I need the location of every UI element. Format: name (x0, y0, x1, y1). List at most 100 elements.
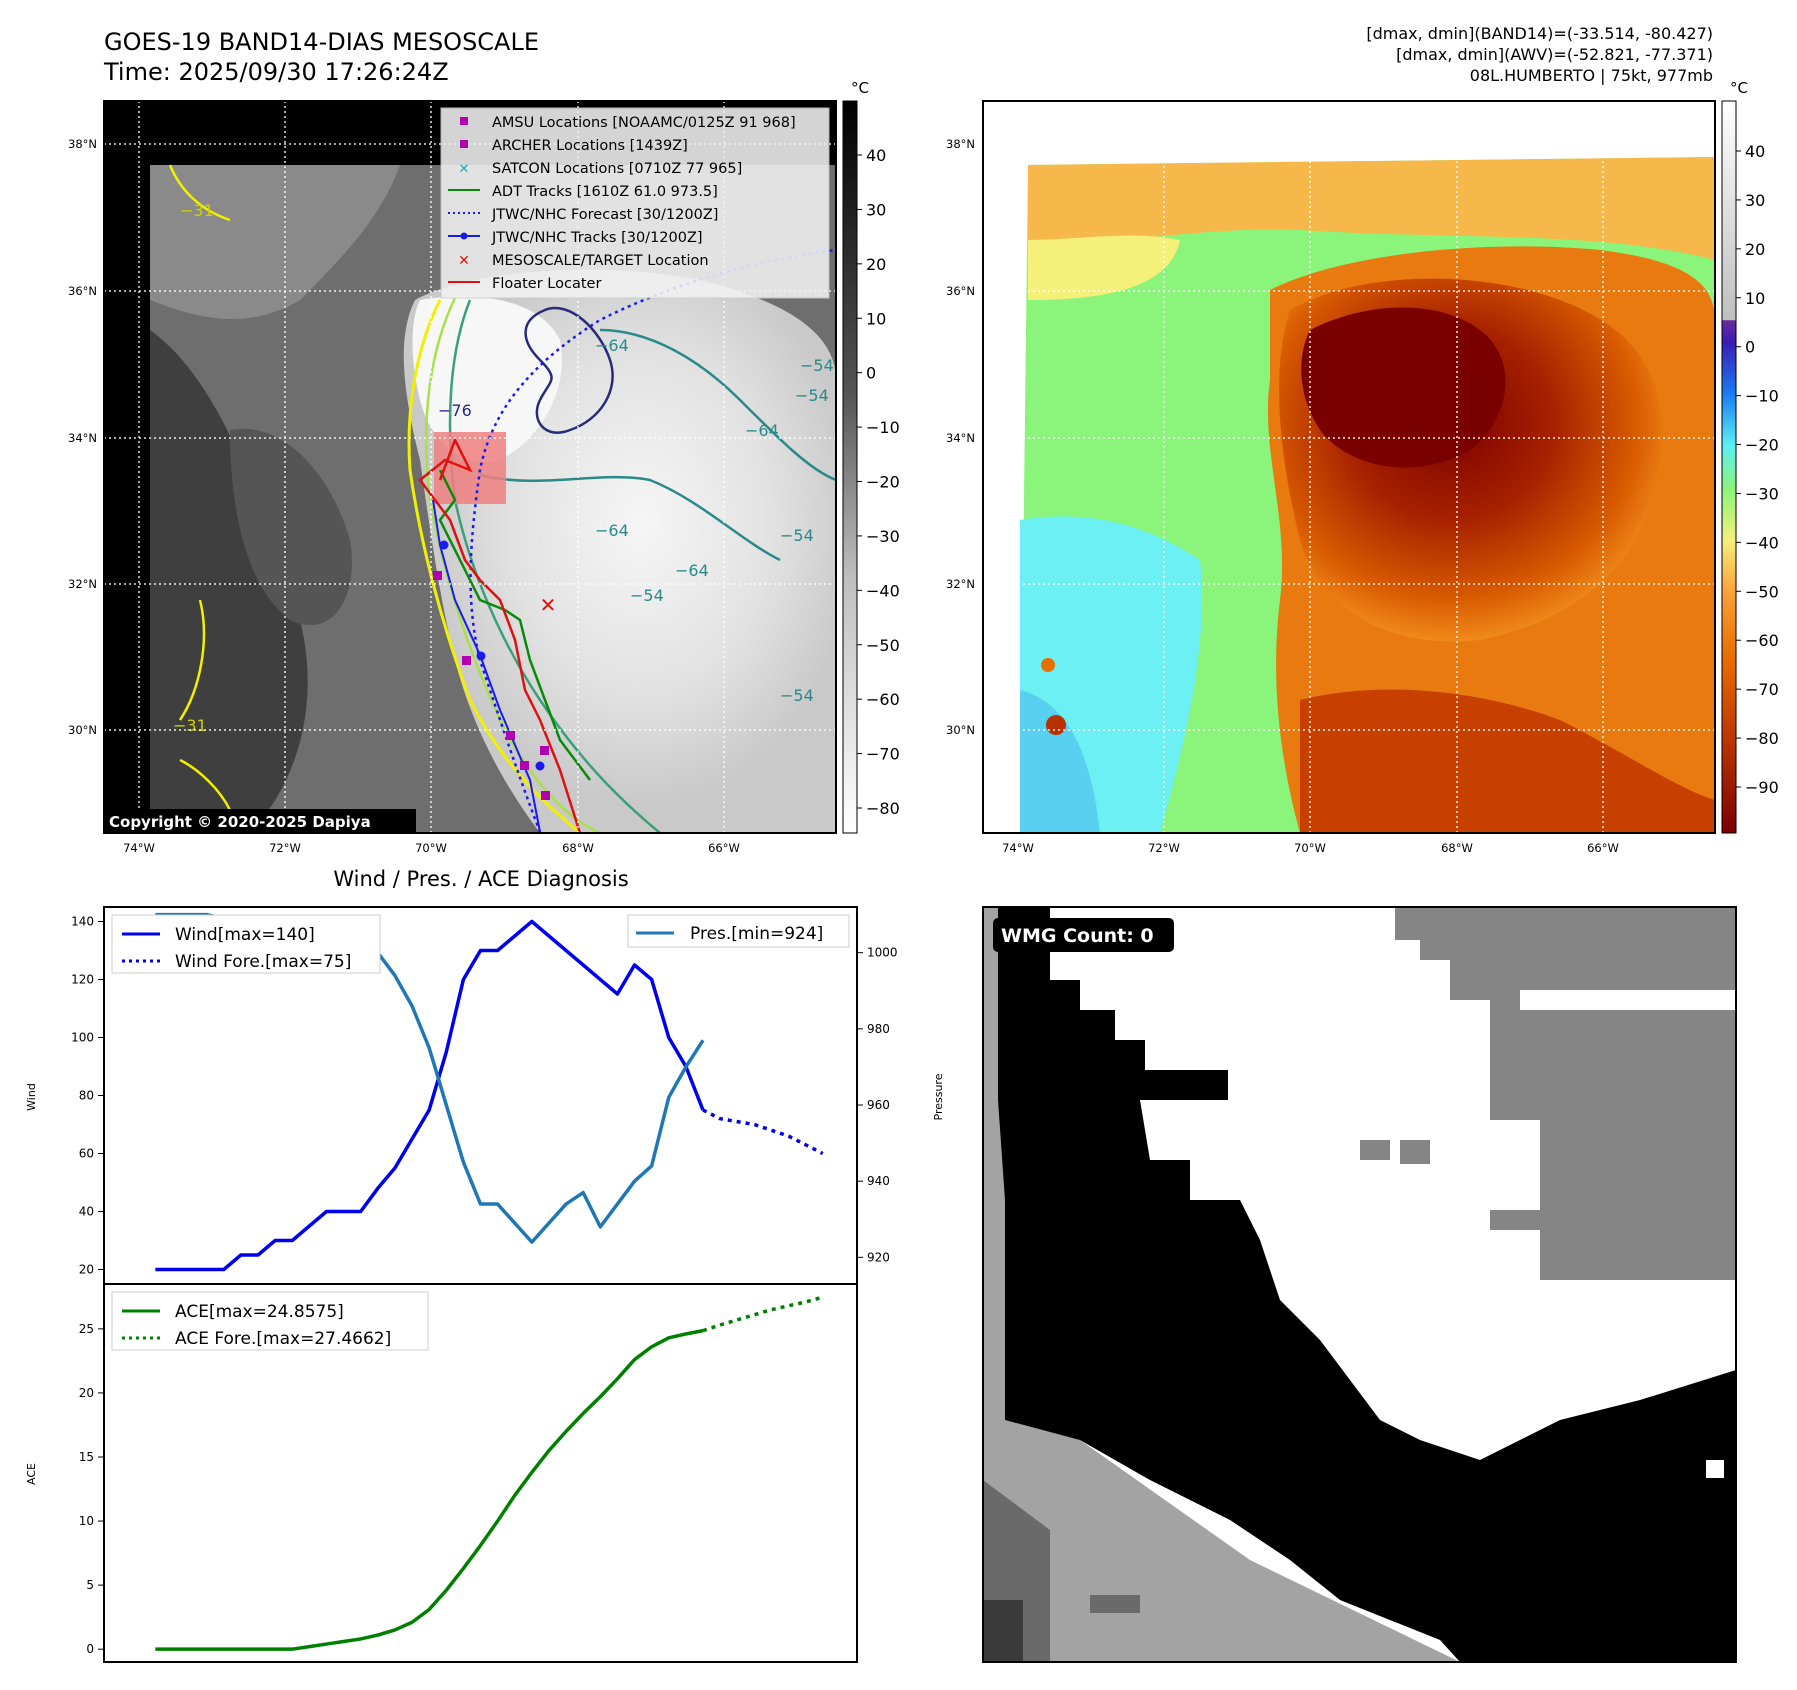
floater-track (418, 436, 582, 833)
lon-tick: 72°W (1148, 841, 1180, 855)
contour-label: −64 (595, 521, 629, 540)
storm-info: 08L.HUMBERTO | 75kt, 977mb (1470, 66, 1713, 85)
color-colorbar (1721, 100, 1737, 834)
wind-y-tick-label: 20 (79, 1263, 94, 1277)
pressure-y-tick-label: 980 (867, 1022, 890, 1036)
lon-tick: 74°W (1002, 841, 1034, 855)
wind-y-tick-label: 140 (71, 915, 94, 929)
band14-range: [dmax, dmin](BAND14)=(-33.514, -80.427) (1366, 24, 1713, 43)
legend-pressure: Pres.[min=924] (690, 924, 823, 944)
contour-label: −64 (745, 421, 779, 440)
contour-yellow-west (178, 599, 232, 811)
ir-map-panel: −64 −64 −64 −64 −54 −54 −54 −54 −54 −76 … (68, 79, 900, 855)
contour-label: −31 (180, 201, 214, 220)
colorbar-tick-label: 10 (866, 309, 886, 328)
legend-label: JTWC/NHC Forecast [30/1200Z] (491, 207, 718, 223)
contour-teal (448, 299, 661, 833)
colorbar-tick-label: −90 (1745, 778, 1779, 797)
lon-tick: 66°W (1587, 841, 1619, 855)
lat-tick: 34°N (946, 431, 975, 445)
colorbar-tick-label: −70 (1745, 680, 1779, 699)
colorbar-tick-label: −50 (866, 636, 900, 655)
legend-amsu-marker (460, 117, 468, 125)
ace-axis-label: ACE (25, 1463, 38, 1485)
legend-satcon-marker: ✕ (459, 162, 470, 177)
wind-pressure-chart: 20 40 60 80 100 120 140 920 940 960 980 1000 (71, 912, 898, 1277)
lat-tick: 36°N (946, 284, 975, 298)
lon-tick: 72°W (269, 841, 301, 855)
diagnosis-panel: Wind / Pres. / ACE Diagnosis 20406080100… (25, 867, 945, 1663)
color-map-panel: 74°W 72°W 70°W 68°W 66°W 38°N 36°N 34°N … (946, 79, 1779, 855)
lat-tick: 32°N (68, 577, 97, 591)
legend-target-marker: ✕ (458, 253, 470, 269)
legend-label: ARCHER Locations [1439Z] (492, 138, 688, 154)
legend-ace: ACE[max=24.8575] (175, 1302, 344, 1322)
pressure-legend-box (627, 914, 850, 948)
legend-label: JTWC/NHC Tracks [30/1200Z] (491, 230, 703, 246)
legend-label: AMSU Locations [NOAAMC/0125Z 91 968] (492, 115, 796, 131)
wmg-black-band (998, 907, 1736, 1662)
ace-y-tick-label: 25 (79, 1322, 94, 1336)
lon-tick: 70°W (415, 841, 447, 855)
lat-tick: 36°N (68, 284, 97, 298)
colorbar-tick-label: 20 (1745, 240, 1765, 259)
colorbar-tick-label: −10 (1745, 387, 1779, 406)
color-colorbar-unit: °C (1730, 79, 1748, 97)
color-small-cell (1041, 658, 1055, 672)
lon-tick: 74°W (123, 841, 155, 855)
map-legend: AMSU Locations [NOAAMC/0125Z 91 968] ARC… (440, 107, 830, 299)
wmg-gray-cell (1360, 1140, 1390, 1160)
jtwc-track-point (476, 651, 486, 661)
wmg-white-cell (1706, 1460, 1724, 1478)
colorbar-tick-label: 40 (866, 146, 886, 165)
wind-y-tick-label: 60 (79, 1147, 94, 1161)
legend-box (440, 107, 830, 299)
contour-label: −64 (675, 561, 709, 580)
colorbar-tick-label: −40 (1745, 533, 1779, 552)
legend-archer-marker (460, 140, 468, 148)
legend-label: SATCON Locations [0710Z 77 965] (492, 161, 742, 177)
lat-tick: 38°N (68, 137, 97, 151)
jtwc-track-point (535, 761, 545, 771)
pressure-y-tick-label: 1000 (867, 946, 898, 960)
colorbar-tick-label: 30 (1745, 191, 1765, 210)
wmg-white-gap (1520, 990, 1736, 1010)
colorbar-tick-label: −20 (866, 473, 900, 492)
wind-y-tick-label: 40 (79, 1205, 94, 1219)
lat-tick: 38°N (946, 137, 975, 151)
color-small-cell (1046, 715, 1066, 735)
legend-label: MESOSCALE/TARGET Location (492, 253, 709, 269)
colorbar-tick-label: −60 (1745, 631, 1779, 650)
colorbar-tick-label: 40 (1745, 142, 1765, 161)
wind-y-tick-label: 100 (71, 1031, 94, 1045)
lon-tick: 68°W (1441, 841, 1473, 855)
ir-map-frame (103, 100, 837, 834)
wmg-darkest-cell (983, 1600, 1023, 1662)
wmg-light-gray-region (983, 907, 1460, 1662)
pressure-y-tick-label: 920 (867, 1250, 890, 1264)
amsu-location (462, 656, 471, 665)
ace-legend-box (111, 1291, 429, 1351)
wind-axis-label: Wind (25, 1083, 38, 1111)
contour-label: −64 (595, 336, 629, 355)
wmg-count-badge (993, 918, 1174, 952)
contour-teal-mid (479, 473, 781, 562)
colorbar-tick-label: −40 (866, 581, 900, 600)
copyright-box (104, 809, 416, 833)
lat-tick: 30°N (946, 723, 975, 737)
wmg-panel: WMG Count: 0 (982, 906, 1737, 1663)
contour-label: −54 (630, 586, 664, 605)
contour-label: −54 (795, 386, 829, 405)
ace-y-tick-label: 15 (79, 1450, 94, 1464)
color-map-frame (982, 100, 1716, 834)
contour-teal-east (599, 328, 836, 482)
color-south-bands (1300, 689, 1715, 833)
amsu-location (541, 791, 550, 800)
color-cold-cloud-top (1301, 307, 1506, 468)
gray-colorbar-unit: °C (851, 79, 869, 97)
colorbar-tick-label: 20 (866, 255, 886, 274)
ace-y-tick-label: 5 (86, 1578, 94, 1592)
amsu-location (433, 571, 442, 580)
color-yellow-band (1028, 235, 1180, 300)
wmg-frame (982, 906, 1737, 1663)
